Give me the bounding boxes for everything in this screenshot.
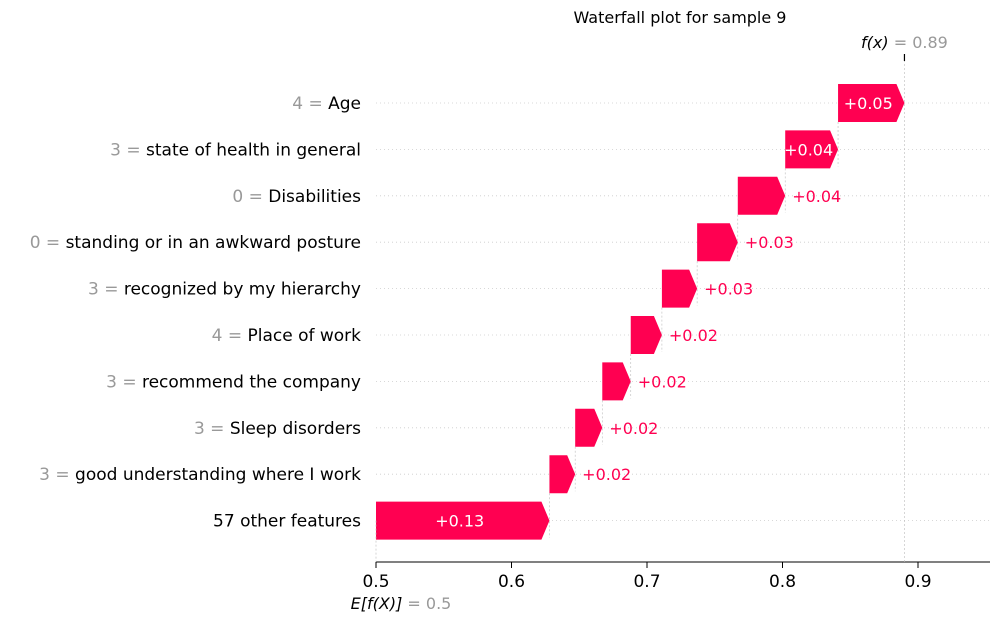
contribution-label: +0.03 [704, 280, 753, 299]
feature-label: 3 = recommend the company [106, 372, 361, 392]
feature-label: 0 = standing or in an awkward posture [30, 233, 361, 253]
feature-label: 3 = Sleep disorders [194, 419, 361, 439]
contribution-label: +0.03 [745, 233, 794, 252]
contribution-bar [575, 408, 603, 447]
contribution-bar [838, 84, 905, 122]
feature-name: recommend the company [142, 372, 361, 392]
x-tick-label: 0.6 [498, 572, 525, 592]
feature-name: good understanding where I work [75, 465, 361, 485]
feature-value: 4 = [292, 94, 328, 114]
base-value-annotation: E[f(X)] = 0.5 [351, 594, 452, 613]
feature-name: standing or in an awkward posture [66, 233, 361, 253]
feature-value: 3 = [88, 280, 124, 300]
contribution-bar [697, 223, 738, 262]
annotations: f(x) = 0.89 E[f(X)] = 0.5 [351, 33, 948, 613]
contribution-bar [737, 176, 786, 215]
feature-value: 0 = [232, 187, 268, 207]
contribution-bar [630, 316, 662, 354]
base-value-number: = 0.5 [407, 594, 451, 613]
x-tick-label: 0.9 [904, 572, 931, 592]
final-value-label: f(x) [861, 33, 894, 52]
feature-label: 3 = good understanding where I work [39, 465, 361, 485]
x-axis: 0.5 0.6 0.7 0.8 0.9 [362, 561, 990, 592]
feature-name: 57 other features [213, 512, 361, 532]
feature-label: 4 = Age [292, 94, 361, 114]
final-value-number: = 0.89 [894, 33, 948, 52]
chart-title: Waterfall plot for sample 9 [574, 8, 787, 27]
contribution-bar [376, 501, 550, 540]
contribution-label: +0.05 [844, 94, 893, 113]
contribution-bar [785, 130, 839, 169]
contribution-bar [549, 455, 576, 494]
contribution-label: +0.02 [609, 419, 658, 438]
contribution-label: +0.04 [792, 187, 841, 206]
contribution-label: +0.02 [638, 372, 687, 391]
contribution-bar [602, 362, 631, 401]
feature-label: 0 = Disabilities [232, 187, 361, 207]
rows-layer: 4 = Age +0.05 3 = state of health in gener… [30, 84, 990, 540]
final-value-annotation: f(x) = 0.89 [861, 33, 948, 52]
feature-value: 3 = [39, 465, 75, 485]
feature-value: 3 = [106, 372, 142, 392]
feature-name: recognized by my hierarchy [124, 280, 361, 300]
feature-value: 3 = [194, 419, 230, 439]
feature-name: Sleep disorders [230, 419, 361, 439]
contribution-bar [661, 269, 698, 308]
base-value-label: E[f(X)] [351, 594, 408, 613]
contribution-label: +0.04 [784, 140, 833, 159]
contribution-label: +0.02 [582, 465, 631, 484]
feature-label: 4 = Place of work [212, 326, 362, 346]
feature-value: 3 = [110, 140, 146, 160]
x-tick-label: 0.7 [633, 572, 660, 592]
feature-label: 3 = recognized by my hierarchy [88, 280, 361, 300]
feature-name: Disabilities [268, 187, 361, 207]
feature-name: Place of work [247, 326, 361, 346]
feature-label: 3 = state of health in general [110, 140, 361, 160]
feature-label: 57 other features [213, 512, 361, 532]
contribution-label: +0.02 [669, 326, 718, 345]
contribution-label: +0.13 [435, 512, 484, 531]
feature-name: Age [328, 94, 361, 114]
feature-value: 4 = [212, 326, 248, 346]
feature-name: state of health in general [146, 140, 361, 160]
x-tick-label: 0.5 [362, 572, 389, 592]
feature-value: 0 = [30, 233, 66, 253]
x-tick-label: 0.8 [769, 572, 796, 592]
